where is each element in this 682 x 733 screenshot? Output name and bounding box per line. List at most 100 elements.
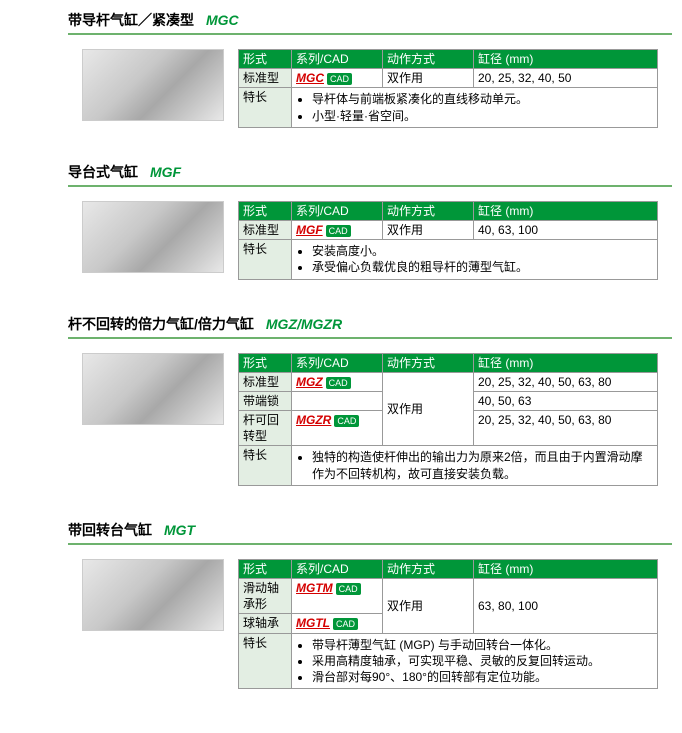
spec-header-op: 动作方式 — [383, 201, 474, 220]
feature-row: 特长导杆体与前端板紧凑化的直线移动单元。小型·轻量·省空间。 — [239, 88, 658, 127]
spec-cell-bore: 63, 80, 100 — [474, 579, 658, 634]
feature-value-cell: 导杆体与前端板紧凑化的直线移动单元。小型·轻量·省空间。 — [292, 88, 658, 127]
spec-header-type: 形式 — [239, 559, 292, 578]
spec-cell-bore: 40, 63, 100 — [474, 220, 658, 239]
product-image-area — [68, 353, 238, 425]
product-section: 导台式气缸MGF形式系列/CAD动作方式缸径 (mm)标准型MGFCAD双作用4… — [68, 162, 672, 280]
spec-cell-type: 球轴承 — [239, 614, 292, 633]
product-section: 杆不回转的倍力气缸/倍力气缸MGZ/MGZR 形式系列/CAD动作方式缸径 (mm… — [68, 314, 672, 486]
spec-cell-type: 带端锁 — [239, 391, 292, 410]
spec-table: 形式系列/CAD动作方式缸径 (mm)标准型MGFCAD双作用40, 63, 1… — [238, 201, 658, 280]
spec-cell-op: 双作用 — [383, 220, 474, 239]
feature-header-cell: 特长 — [239, 240, 292, 279]
spec-row: 标准型MGFCAD双作用40, 63, 100 — [239, 220, 658, 239]
spec-header-op: 动作方式 — [383, 559, 474, 578]
feature-row: 特长独特的构造使杆伸出的输出力为原来2倍，而且由于内置滑动摩作为不回转机构，故可… — [239, 446, 658, 485]
spec-cell-bore: 20, 25, 32, 40, 50, 63, 80 — [474, 411, 658, 446]
section-title-code: MGF — [150, 164, 181, 180]
feature-row: 特长带导杆薄型气缸 (MGP) 与手动回转台一体化。采用高精度轴承，可实现平稳、… — [239, 633, 658, 689]
series-link[interactable]: MGTM — [296, 581, 333, 595]
section-body: 形式系列/CAD动作方式缸径 (mm)标准型MGFCAD双作用40, 63, 1… — [68, 201, 672, 280]
series-link[interactable]: MGZR — [296, 413, 331, 427]
spec-cell-series: MGZRCAD — [292, 411, 383, 446]
product-image — [82, 559, 224, 631]
spec-cell-series: MGFCAD — [292, 220, 383, 239]
section-title: 杆不回转的倍力气缸/倍力气缸MGZ/MGZR — [68, 314, 672, 339]
feature-item: 承受偏心负载优良的粗导杆的薄型气缸。 — [312, 259, 649, 275]
spec-cell-type: 标准型 — [239, 220, 292, 239]
spec-header-series: 系列/CAD — [292, 353, 383, 372]
feature-list: 带导杆薄型气缸 (MGP) 与手动回转台一体化。采用高精度轴承，可实现平稳、灵敏… — [300, 637, 649, 686]
series-link[interactable]: MGC — [296, 71, 324, 85]
product-image-area — [68, 559, 238, 631]
section-title-code: MGC — [206, 12, 239, 28]
section-title-cn: 带回转台气缸 — [68, 522, 152, 538]
feature-header-cell: 特长 — [239, 446, 292, 485]
series-link[interactable]: MGTL — [296, 616, 330, 630]
cad-badge[interactable]: CAD — [327, 73, 352, 85]
series-link[interactable]: MGZ — [296, 375, 323, 389]
spec-cell-op: 双作用 — [383, 579, 474, 634]
spec-table: 形式系列/CAD动作方式缸径 (mm)标准型MGZCAD双作用20, 25, 3… — [238, 353, 658, 486]
cad-badge[interactable]: CAD — [336, 583, 361, 595]
spec-row: 标准型MGZCAD双作用20, 25, 32, 40, 50, 63, 80 — [239, 372, 658, 391]
spec-cell-op: 双作用 — [383, 69, 474, 88]
spec-cell-series: MGZCAD — [292, 372, 383, 391]
spec-cell-type: 标准型 — [239, 69, 292, 88]
spec-table: 形式系列/CAD动作方式缸径 (mm)滑动轴承形MGTMCAD双作用63, 80… — [238, 559, 658, 689]
spec-header-op: 动作方式 — [383, 50, 474, 69]
spec-cell-series: MGTMCAD — [292, 579, 383, 614]
spec-header-series: 系列/CAD — [292, 50, 383, 69]
cad-badge[interactable]: CAD — [334, 415, 359, 427]
spec-cell-bore: 20, 25, 32, 40, 50 — [474, 69, 658, 88]
spec-row: 滑动轴承形MGTMCAD双作用63, 80, 100 — [239, 579, 658, 614]
spec-cell-type: 滑动轴承形 — [239, 579, 292, 614]
product-section: 带回转台气缸MGT形式系列/CAD动作方式缸径 (mm)滑动轴承形MGTMCAD… — [68, 520, 672, 689]
spec-cell-series: MGCCAD — [292, 69, 383, 88]
section-body: 形式系列/CAD动作方式缸径 (mm)滑动轴承形MGTMCAD双作用63, 80… — [68, 559, 672, 689]
feature-item: 滑台部对每90°、180°的回转部有定位功能。 — [312, 669, 649, 685]
feature-list: 导杆体与前端板紧凑化的直线移动单元。小型·轻量·省空间。 — [300, 91, 649, 123]
cad-badge[interactable]: CAD — [333, 618, 358, 630]
feature-value-cell: 独特的构造使杆伸出的输出力为原来2倍，而且由于内置滑动摩作为不回转机构，故可直接… — [292, 446, 658, 485]
section-title-cn: 导台式气缸 — [68, 164, 138, 180]
feature-item: 安装高度小。 — [312, 243, 649, 259]
spec-header-bore: 缸径 (mm) — [474, 50, 658, 69]
product-image — [82, 201, 224, 273]
product-image — [82, 49, 224, 121]
spec-table: 形式系列/CAD动作方式缸径 (mm)标准型MGCCAD双作用20, 25, 3… — [238, 49, 658, 128]
feature-item: 采用高精度轴承，可实现平稳、灵敏的反复回转运动。 — [312, 653, 649, 669]
section-title: 导台式气缸 MGF — [68, 162, 672, 187]
section-title-cn: 杆不回转的倍力气缸/倍力气缸 — [68, 316, 254, 332]
spec-header-bore: 缸径 (mm) — [474, 559, 658, 578]
feature-value-cell: 安装高度小。承受偏心负载优良的粗导杆的薄型气缸。 — [292, 240, 658, 279]
spec-cell-series — [292, 391, 383, 410]
feature-value-cell: 带导杆薄型气缸 (MGP) 与手动回转台一体化。采用高精度轴承，可实现平稳、灵敏… — [292, 633, 658, 689]
spec-cell-bore: 20, 25, 32, 40, 50, 63, 80 — [474, 372, 658, 391]
spec-row: 标准型MGCCAD双作用20, 25, 32, 40, 50 — [239, 69, 658, 88]
section-title: 带导杆气缸／紧凑型 MGC — [68, 10, 672, 35]
feature-header-cell: 特长 — [239, 633, 292, 689]
product-section: 带导杆气缸／紧凑型MGC形式系列/CAD动作方式缸径 (mm)标准型MGCCAD… — [68, 10, 672, 128]
spec-header-op: 动作方式 — [383, 353, 474, 372]
cad-badge[interactable]: CAD — [326, 225, 351, 237]
feature-item: 小型·轻量·省空间。 — [312, 108, 649, 124]
section-title-cn: 带导杆气缸／紧凑型 — [68, 12, 194, 28]
feature-item: 独特的构造使杆伸出的输出力为原来2倍，而且由于内置滑动摩作为不回转机构，故可直接… — [312, 449, 649, 481]
section-title-code: MGT — [164, 522, 195, 538]
feature-list: 安装高度小。承受偏心负载优良的粗导杆的薄型气缸。 — [300, 243, 649, 275]
spec-header-type: 形式 — [239, 353, 292, 372]
feature-item: 带导杆薄型气缸 (MGP) 与手动回转台一体化。 — [312, 637, 649, 653]
product-image-area — [68, 49, 238, 121]
spec-header-series: 系列/CAD — [292, 559, 383, 578]
section-title: 带回转台气缸 MGT — [68, 520, 672, 545]
spec-header-series: 系列/CAD — [292, 201, 383, 220]
spec-header-bore: 缸径 (mm) — [474, 353, 658, 372]
spec-header-type: 形式 — [239, 50, 292, 69]
product-image — [82, 353, 224, 425]
cad-badge[interactable]: CAD — [326, 377, 351, 389]
series-link[interactable]: MGF — [296, 223, 323, 237]
feature-list: 独特的构造使杆伸出的输出力为原来2倍，而且由于内置滑动摩作为不回转机构，故可直接… — [300, 449, 649, 481]
section-body: 形式系列/CAD动作方式缸径 (mm)标准型MGCCAD双作用20, 25, 3… — [68, 49, 672, 128]
spec-cell-type: 杆可回转型 — [239, 411, 292, 446]
